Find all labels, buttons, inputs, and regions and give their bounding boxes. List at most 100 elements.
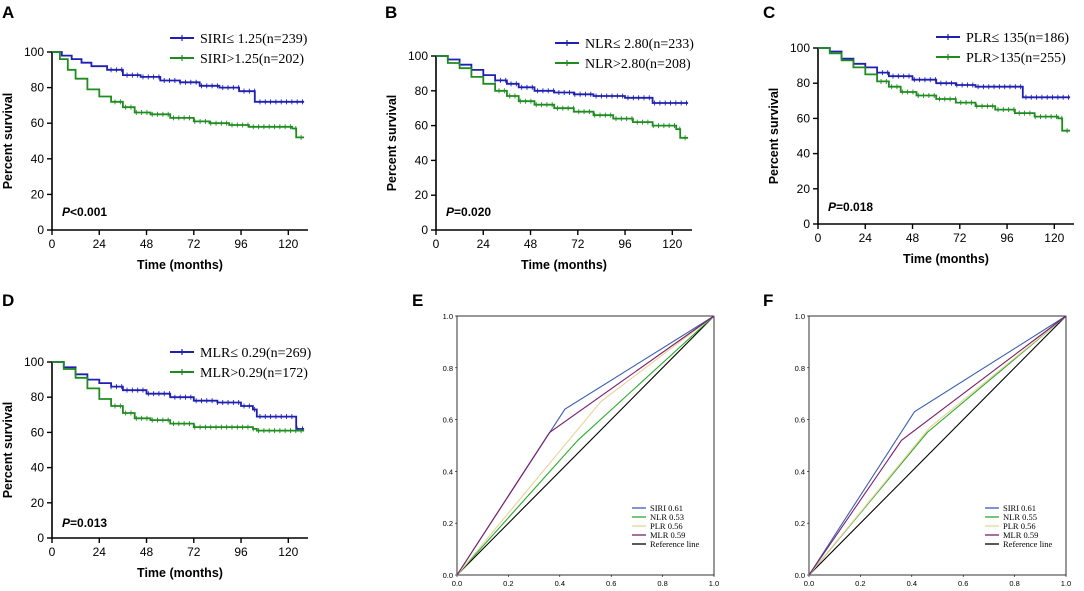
y-axis-title: Percent survival bbox=[385, 95, 399, 192]
y-tick-label: 100 bbox=[790, 41, 810, 55]
p-value-symbol: P bbox=[62, 516, 71, 530]
p-value-symbol: P bbox=[446, 205, 455, 219]
x-axis-title: Time (months) bbox=[137, 566, 223, 580]
y-tick-label: 0.6 bbox=[443, 416, 453, 425]
y-tick-label: 0.0 bbox=[443, 571, 453, 580]
km-panel-D: D 0 20 40 60 80 100 0 24 48 72 96 120 Time (months) Pe… bbox=[1, 291, 312, 580]
y-tick-label: 0.6 bbox=[795, 416, 805, 425]
legend-label: PLR≤ 135(n=186) bbox=[966, 31, 1069, 46]
y-tick-label: 60 bbox=[415, 119, 429, 133]
y-axis-title: Percent survival bbox=[767, 88, 781, 185]
x-tick-label: 96 bbox=[618, 237, 632, 251]
panel-letter: E bbox=[412, 291, 423, 310]
reference-line bbox=[456, 315, 715, 576]
y-tick-label: 80 bbox=[31, 390, 45, 404]
y-tick-label: 40 bbox=[415, 153, 429, 167]
p-value-symbol: P bbox=[62, 205, 71, 219]
x-tick-label: 0 bbox=[433, 237, 440, 251]
legend-label: PLR 0.56 bbox=[1003, 521, 1036, 531]
x-tick-label: 1.0 bbox=[1061, 579, 1071, 588]
legend-label: SIRI>1.25(n=202) bbox=[200, 52, 304, 67]
legend-label: SIRI 0.61 bbox=[1003, 503, 1036, 513]
x-tick-label: 0.4 bbox=[555, 579, 565, 588]
x-tick-label: 48 bbox=[140, 545, 154, 559]
x-tick-label: 0.0 bbox=[804, 579, 814, 588]
p-value: P=0.013 bbox=[62, 516, 107, 530]
x-tick-label: 0.6 bbox=[606, 579, 616, 588]
legend-label: MLR≤ 0.29(n=269) bbox=[200, 346, 312, 361]
y-tick-label: 20 bbox=[797, 182, 811, 196]
panel-letter: A bbox=[2, 3, 14, 22]
y-tick-label: 60 bbox=[797, 111, 811, 125]
y-tick-label: 60 bbox=[31, 116, 45, 130]
y-tick-label: 80 bbox=[415, 84, 429, 98]
y-tick-label: 0.8 bbox=[443, 364, 453, 373]
y-tick-label: 1.0 bbox=[795, 312, 805, 321]
survival-curve-high bbox=[436, 55, 689, 139]
legend-label: NLR 0.53 bbox=[650, 512, 684, 522]
p-value-text: =0.020 bbox=[454, 205, 491, 219]
p-value-text: =0.018 bbox=[836, 200, 873, 214]
roc-curve-plr bbox=[456, 315, 715, 576]
roc-curve-mlr bbox=[808, 315, 1067, 576]
y-tick-label: 0 bbox=[37, 223, 44, 237]
roc-curve-siri bbox=[808, 315, 1067, 576]
x-tick-label: 48 bbox=[906, 231, 920, 245]
censor-marks bbox=[494, 77, 687, 106]
roc-panel-E: E 0.0 0.2 0.4 0.6 0.8 1.0 0.0 0.2 0.4 0.6 0.8 1.0 SIR… bbox=[412, 291, 719, 588]
y-tick-label: 0.0 bbox=[795, 571, 805, 580]
survival-curve-high bbox=[52, 51, 305, 139]
y-tick-label: 100 bbox=[408, 49, 428, 63]
x-tick-label: 120 bbox=[662, 237, 682, 251]
censor-marks bbox=[114, 403, 302, 434]
p-value-text: <0.001 bbox=[70, 205, 107, 219]
legend-label: PLR 0.56 bbox=[650, 521, 683, 531]
x-tick-label: 0.2 bbox=[503, 579, 513, 588]
x-tick-label: 72 bbox=[187, 237, 201, 251]
y-tick-label: 0.2 bbox=[443, 519, 453, 528]
roc-curve-mlr bbox=[456, 315, 715, 576]
panel-letter: F bbox=[763, 291, 773, 310]
x-tick-label: 0.2 bbox=[855, 579, 865, 588]
km-panel-A: A 0 20 40 60 80 100 0 24 48 72 96 120 Time (months) Pe… bbox=[1, 3, 308, 272]
x-tick-label: 72 bbox=[953, 231, 967, 245]
p-value: P=0.018 bbox=[828, 200, 873, 214]
x-tick-label: 72 bbox=[571, 237, 585, 251]
x-tick-label: 96 bbox=[234, 545, 248, 559]
x-tick-label: 120 bbox=[1044, 231, 1064, 245]
legend-label: PLR>135(n=255) bbox=[966, 51, 1066, 66]
censor-marks bbox=[880, 78, 1068, 134]
y-tick-label: 20 bbox=[415, 188, 429, 202]
panel-letter: C bbox=[763, 3, 775, 22]
x-tick-label: 1.0 bbox=[709, 579, 719, 588]
x-tick-label: 0.8 bbox=[1009, 579, 1019, 588]
panel-letter: B bbox=[385, 3, 397, 22]
censor-marks bbox=[110, 384, 303, 432]
x-axis-title: Time (months) bbox=[903, 252, 989, 266]
y-tick-label: 60 bbox=[31, 425, 45, 439]
x-tick-label: 0.0 bbox=[452, 579, 462, 588]
legend-label: Reference line bbox=[1003, 539, 1053, 549]
x-tick-label: 0 bbox=[815, 231, 822, 245]
x-tick-label: 48 bbox=[524, 237, 538, 251]
legend-label: SIRI 0.61 bbox=[650, 503, 683, 513]
y-tick-label: 20 bbox=[31, 496, 45, 510]
x-tick-label: 96 bbox=[1000, 231, 1014, 245]
legend-label: MLR>0.29(n=172) bbox=[200, 366, 308, 381]
p-value-text: =0.013 bbox=[70, 516, 107, 530]
censor-marks bbox=[498, 88, 686, 141]
legend-label: SIRI≤ 1.25(n=239) bbox=[200, 32, 308, 47]
y-tick-label: 100 bbox=[24, 45, 44, 59]
x-tick-label: 72 bbox=[187, 545, 201, 559]
survival-curve-high bbox=[52, 361, 305, 432]
km-panel-B: B 0 20 40 60 80 100 0 24 48 72 96 120 Time (months) Pe… bbox=[385, 3, 694, 272]
p-value: P<0.001 bbox=[62, 205, 107, 219]
roc-frame bbox=[808, 315, 1067, 576]
y-tick-label: 1.0 bbox=[443, 312, 453, 321]
censor-marks bbox=[876, 70, 1069, 100]
x-tick-label: 0.8 bbox=[657, 579, 667, 588]
p-value: P=0.020 bbox=[446, 205, 491, 219]
survival-curve-low bbox=[52, 361, 305, 430]
roc-panel-F: F 0.0 0.2 0.4 0.6 0.8 1.0 0.0 0.2 0.4 0.6 0.8 1.0 SIR… bbox=[763, 291, 1071, 588]
